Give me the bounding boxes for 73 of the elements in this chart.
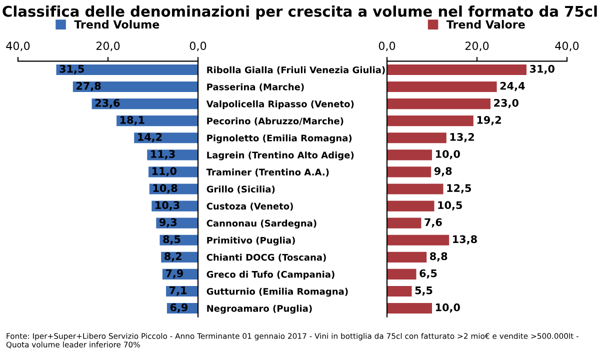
bar bbox=[387, 218, 422, 228]
bar bbox=[387, 268, 416, 280]
bar bbox=[387, 166, 432, 178]
y-tick-label: Lagrein (Trentino Alto Adige) bbox=[207, 151, 354, 160]
y-tick-label: Negroamaro (Puglia) bbox=[207, 304, 312, 314]
data-label: 6,9 bbox=[170, 303, 188, 313]
x-tick-label: 20,0 bbox=[96, 42, 120, 52]
x-tick-label: 40,0 bbox=[6, 42, 30, 52]
y-tick-label: Primitivo (Puglia) bbox=[207, 236, 295, 246]
x-tick-label: 0,0 bbox=[378, 42, 396, 52]
data-label: 10,0 bbox=[436, 303, 460, 313]
y-tick-label: Cannonau (Sardegna) bbox=[206, 220, 316, 228]
data-label: 8,5 bbox=[163, 235, 180, 244]
data-label: 5,5 bbox=[415, 286, 432, 296]
data-label: 11,3 bbox=[151, 150, 175, 160]
data-label: 7,6 bbox=[424, 218, 442, 228]
data-label: 18,1 bbox=[120, 116, 144, 126]
data-label: 23,6 bbox=[95, 98, 120, 108]
y-tick-label: Chianti DOCG (Toscana) bbox=[206, 254, 326, 262]
bar bbox=[387, 81, 497, 92]
data-label: 12,5 bbox=[447, 184, 471, 194]
data-label: 11,0 bbox=[152, 167, 176, 176]
y-tick-label: Custoza (Veneto) bbox=[206, 202, 293, 211]
data-label: 10,8 bbox=[153, 184, 178, 194]
bar bbox=[387, 252, 427, 262]
bar bbox=[116, 116, 198, 126]
data-label: 9,8 bbox=[434, 167, 452, 176]
bar bbox=[387, 234, 450, 246]
data-label: 8,8 bbox=[430, 252, 448, 262]
data-label: 31,0 bbox=[530, 64, 554, 74]
bar bbox=[72, 81, 198, 92]
data-label: 7,1 bbox=[170, 286, 187, 296]
bar bbox=[387, 64, 526, 75]
data-label: 10,5 bbox=[438, 201, 462, 210]
text: Classifica delle denominazioni per crescita a volume nel formato da 75cl bbox=[2, 6, 597, 20]
bar bbox=[56, 64, 198, 75]
y-tick-label: Passerina (Marche) bbox=[207, 83, 304, 92]
data-label: 14,2 bbox=[138, 133, 162, 142]
data-label: 6,5 bbox=[420, 269, 437, 279]
bar bbox=[387, 303, 432, 314]
y-tick-label: Greco di Tufo (Campania) bbox=[206, 270, 334, 280]
bar bbox=[387, 98, 490, 110]
bar bbox=[387, 150, 432, 160]
y-tick-label: Pignoletto (Emilia Romagna) bbox=[207, 134, 352, 144]
data-label: 8,2 bbox=[164, 252, 182, 262]
bar bbox=[387, 116, 474, 126]
y-tick-label: Gutturnio (Emilia Romagna) bbox=[206, 288, 348, 297]
data-label: 9,3 bbox=[159, 218, 177, 228]
y-tick-label: Grillo (Sicilia) bbox=[206, 186, 275, 194]
data-label: 10,0 bbox=[436, 150, 460, 160]
x-tick-label: 40,0 bbox=[555, 42, 579, 52]
y-tick-label: Valpolicella Ripasso (Veneto) bbox=[206, 100, 354, 110]
x-tick-label: 0,0 bbox=[190, 42, 206, 52]
bar bbox=[387, 200, 434, 212]
bar bbox=[387, 286, 412, 297]
y-tick-label: Traminer (Trentino A.A.) bbox=[206, 168, 329, 177]
bar bbox=[387, 184, 444, 194]
y-tick-label: Ribolla Gialla (Friuli Venezia Giulia) bbox=[207, 66, 385, 74]
data-label: 13,8 bbox=[453, 235, 477, 244]
data-label: 19,2 bbox=[477, 116, 501, 126]
legend-label: Trend Volume bbox=[74, 20, 160, 29]
x-tick-label: 20,0 bbox=[465, 42, 489, 52]
data-label: 13,2 bbox=[450, 133, 474, 142]
y-tick-label: Pecorino (Abruzzo/Marche) bbox=[207, 117, 344, 126]
data-label: 31,5 bbox=[60, 64, 84, 74]
data-label: 24,4 bbox=[500, 82, 525, 92]
data-label: 23,0 bbox=[494, 98, 518, 108]
data-label: 7,9 bbox=[166, 269, 184, 279]
bar bbox=[387, 132, 446, 144]
data-label: 27,8 bbox=[76, 82, 101, 92]
data-label: 10,3 bbox=[156, 201, 180, 210]
legend-label: Trend Valore bbox=[446, 20, 525, 29]
bar bbox=[92, 98, 198, 110]
